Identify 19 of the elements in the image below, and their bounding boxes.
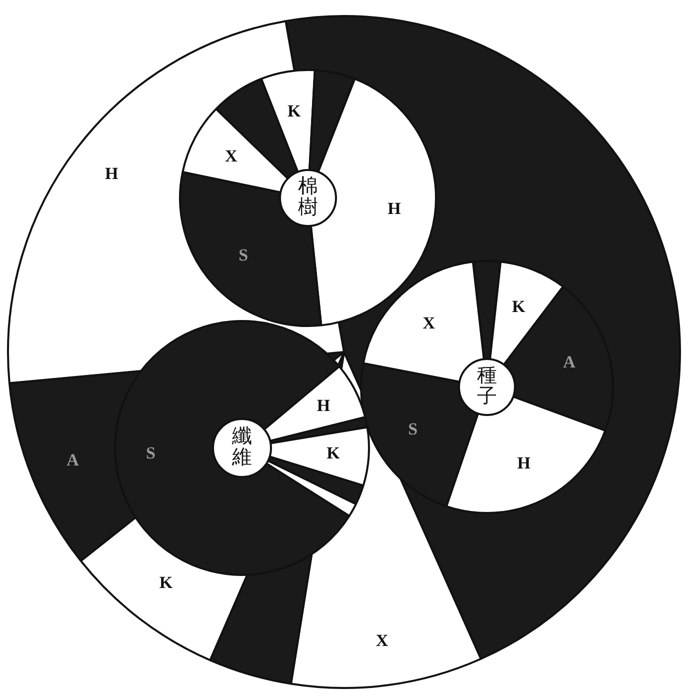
slice-label: H <box>104 164 118 184</box>
slice-label: S <box>238 246 248 265</box>
slice-label: S <box>408 419 418 438</box>
slice-label: K <box>159 573 174 592</box>
text: 種子 <box>477 362 497 408</box>
text: 棉樹 <box>298 174 318 219</box>
slice-label: S <box>146 443 156 462</box>
slice-label: K <box>512 296 526 316</box>
slice-label: X <box>422 313 436 332</box>
slice-label: H <box>316 396 330 415</box>
slice-label: A <box>563 352 576 372</box>
slice-label: X <box>224 146 238 166</box>
slice-label: X <box>376 631 389 650</box>
slice-label: K <box>288 101 302 120</box>
slice-label: H <box>388 199 401 218</box>
text: 纖維 <box>231 424 252 469</box>
slice-label: K <box>326 444 341 463</box>
slice-label: H <box>517 454 530 473</box>
slice-label: A <box>66 450 80 470</box>
